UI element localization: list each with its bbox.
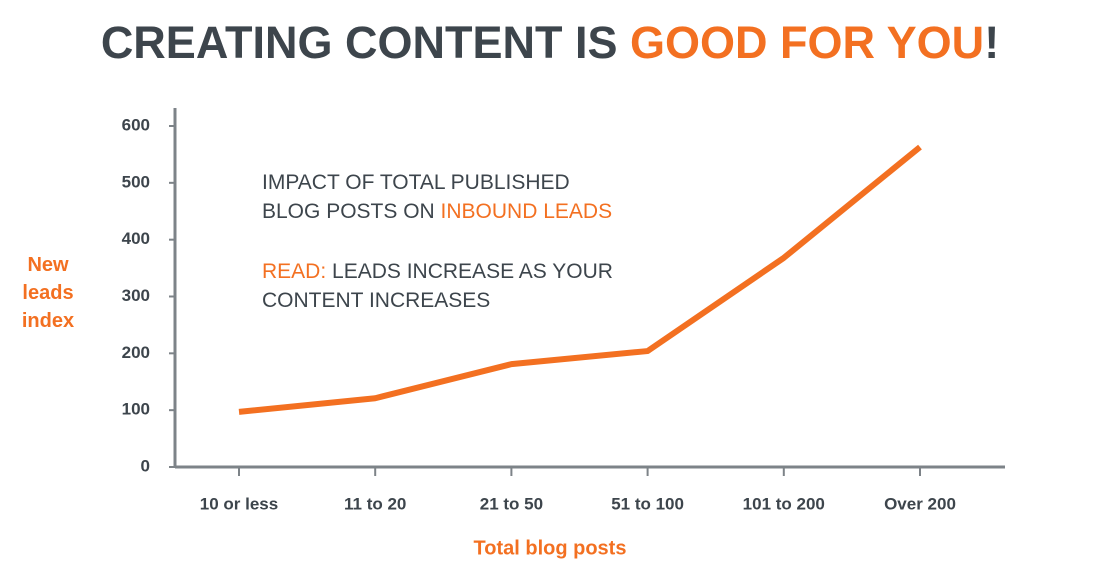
title-part: ! — [984, 17, 999, 68]
annotation-part: READ: — [262, 260, 326, 283]
x-tick-label: 51 to 100 — [611, 494, 684, 513]
y-tick-label: 600 — [122, 115, 150, 134]
annotation-part: LEADS INCREASE AS YOUR — [326, 260, 613, 283]
annotation-line: CONTENT INCREASES — [262, 289, 490, 312]
y-axis-label: New leads index — [22, 254, 74, 332]
x-tick-label: 101 to 200 — [743, 494, 825, 513]
y-tick-label: 500 — [122, 172, 150, 191]
x-tick-label: 11 to 20 — [344, 494, 406, 513]
annotation-line: READ: LEADS INCREASE AS YOUR — [262, 260, 613, 283]
y-tick-label: 0 — [141, 456, 150, 475]
x-tick-label: 10 or less — [200, 494, 278, 513]
y-tick-label: 300 — [122, 286, 150, 305]
title-part: GOOD FOR YOU — [630, 17, 984, 68]
data-line — [238, 144, 922, 415]
title-part: CREATING CONTENT IS — [101, 17, 630, 68]
annotation-part: CONTENT INCREASES — [262, 289, 490, 312]
annotation-part: INBOUND LEADS — [441, 200, 613, 223]
y-tick-label: 200 — [122, 343, 150, 362]
annotation: IMPACT OF TOTAL PUBLISHED BLOG POSTS ON I… — [262, 171, 613, 312]
annotation-line: IMPACT OF TOTAL PUBLISHED — [262, 171, 570, 194]
annotation-part: IMPACT OF TOTAL PUBLISHED — [262, 171, 570, 194]
x-tick-label: Over 200 — [884, 494, 956, 513]
chart-title: CREATING CONTENT IS GOOD FOR YOU! — [101, 17, 999, 68]
annotation-line: BLOG POSTS ON INBOUND LEADS — [262, 200, 612, 223]
x-tick-label: 21 to 50 — [480, 494, 543, 513]
annotation-part: BLOG POSTS ON — [262, 200, 441, 223]
x-axis-label: Total blog posts — [474, 537, 627, 559]
y-tick-label: 100 — [122, 400, 150, 419]
y-tick-label: 400 — [122, 229, 150, 248]
